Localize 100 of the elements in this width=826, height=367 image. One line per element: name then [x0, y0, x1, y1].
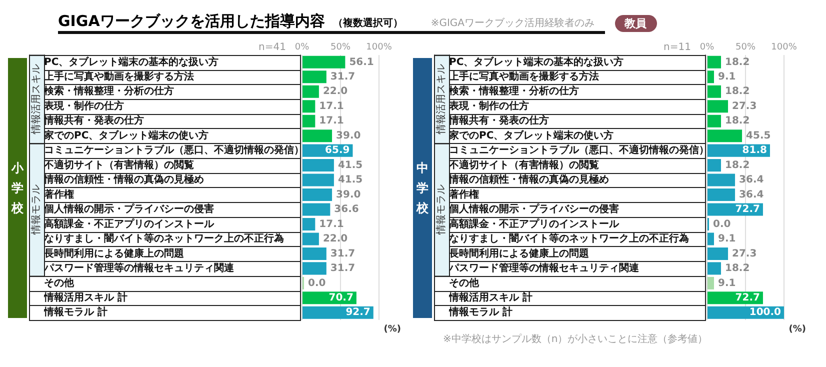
bar — [302, 174, 334, 186]
text: 教員 — [614, 14, 656, 32]
data-label: 36.4 — [739, 189, 764, 200]
bar — [708, 203, 763, 216]
y-axis-title: 中学校 — [416, 160, 429, 217]
data-label: 39.0 — [336, 130, 361, 142]
y-tick-label: 表現・制作の仕方 — [448, 100, 529, 112]
y-tick-label: 個人情報の開示・プライバシーの侵害 — [448, 203, 619, 216]
y-tick-label: なりすまし・闇バイト等のネットワーク上の不正行為 — [449, 232, 689, 245]
y-tick-label: その他 — [44, 276, 75, 289]
y-tick-label: 表現・制作の仕方 — [43, 100, 124, 112]
data-label: 9.1 — [718, 234, 736, 245]
x-tick-label: 100% — [771, 42, 798, 53]
data-label: 0.0 — [713, 218, 731, 230]
bar — [302, 130, 332, 142]
y-axis-title: 小学校 — [11, 160, 24, 217]
data-label: 56.1 — [349, 56, 374, 68]
bar — [302, 159, 334, 172]
data-label: 18.2 — [725, 56, 750, 68]
data-label: 92.7 — [346, 307, 370, 318]
bar — [302, 188, 332, 202]
data-label: 18.2 — [725, 86, 750, 98]
bar — [708, 114, 722, 128]
data-label: 72.7 — [735, 292, 760, 304]
bar — [708, 262, 722, 275]
y-tick-label: PC、タブレット端末の基本的な扱い方 — [44, 56, 219, 68]
bar — [708, 130, 742, 142]
text: 情報活用スキル — [30, 64, 42, 135]
data-label: 36.6 — [334, 204, 359, 216]
x-tick-label: 50% — [735, 42, 756, 53]
y-tick-label: 上手に写真や動画を撮影する方法 — [43, 70, 194, 82]
data-label: 31.7 — [330, 263, 356, 274]
bar — [708, 276, 714, 290]
data-label: 41.5 — [338, 174, 363, 186]
data-label: 18.2 — [725, 116, 750, 127]
text: (%) — [384, 324, 401, 334]
data-label: 100.0 — [749, 307, 782, 318]
bar — [708, 159, 722, 172]
data-label: 9.1 — [718, 71, 736, 82]
bar — [302, 247, 326, 260]
data-label: 22.0 — [322, 86, 348, 98]
y-tick-label: 長時間利用による健康上の問題 — [43, 247, 184, 260]
y-tick-label: 個人情報の開示・プライバシーの侵害 — [43, 203, 214, 216]
data-label: 81.8 — [742, 145, 768, 156]
y-tick-label: 長時間利用による健康上の問題 — [448, 247, 589, 260]
data-label: 31.7 — [330, 71, 356, 82]
data-label: 18.2 — [725, 263, 750, 274]
text: ※GIGAワークブック活用経験者のみ — [430, 16, 594, 30]
data-label: 9.1 — [718, 278, 736, 289]
bar — [302, 218, 316, 230]
data-label: 17.1 — [319, 218, 344, 230]
data-label: 72.7 — [735, 204, 760, 216]
bar — [708, 232, 714, 246]
x-tick-label: 100% — [366, 42, 392, 53]
chart-title: GIGAワークブックを活用した指導内容 — [58, 12, 325, 31]
y-tick-label: なりすまし・闇バイト等のネットワーク上の不正行為 — [44, 232, 284, 245]
bar — [708, 100, 728, 113]
data-label: 39.0 — [336, 189, 361, 200]
bar — [302, 100, 316, 113]
data-label: 36.4 — [739, 174, 764, 186]
bar — [302, 114, 316, 128]
bar — [302, 262, 326, 275]
x-tick-label: 0% — [700, 42, 715, 53]
y-tick-label: PC、タブレット端末の基本的な扱い方 — [449, 56, 624, 68]
bar — [708, 247, 728, 260]
data-label: 22.0 — [322, 234, 348, 245]
bar — [708, 174, 736, 186]
text: n=11 — [664, 42, 691, 53]
data-label: 17.1 — [319, 116, 344, 127]
y-tick-label: その他 — [449, 276, 480, 289]
data-label: 27.3 — [732, 100, 757, 112]
text: ※中学校はサンプル数（n）が小さいことに注意（参考値） — [443, 334, 708, 345]
data-label: 70.7 — [328, 292, 354, 304]
data-label: 17.1 — [319, 100, 344, 112]
text: n=41 — [258, 42, 286, 53]
text: (%) — [788, 324, 806, 334]
data-label: 65.9 — [325, 145, 350, 156]
chart-subtitle: （複数選択可） — [332, 16, 403, 30]
bar — [302, 85, 319, 98]
y-tick-label: 上手に写真や動画を撮影する方法 — [448, 70, 599, 82]
bar — [708, 85, 722, 98]
data-label: 0.0 — [308, 278, 326, 289]
text: 情報モラル — [435, 184, 448, 236]
bar — [708, 188, 736, 202]
text: 情報モラル — [30, 184, 42, 236]
bar — [708, 70, 714, 84]
bar — [708, 56, 722, 68]
x-tick-label: 50% — [330, 42, 351, 53]
data-label: 41.5 — [338, 160, 363, 171]
data-label: 27.3 — [732, 248, 757, 260]
data-label: 45.5 — [746, 130, 771, 142]
bar — [302, 70, 326, 84]
bar — [302, 232, 319, 246]
data-label: 31.7 — [330, 248, 356, 260]
x-tick-label: 0% — [294, 42, 310, 53]
y-tick-label: コミュニケーショントラブル（悪口、不適切情報の発信） — [44, 144, 304, 156]
bar — [302, 203, 330, 216]
text: 情報活用スキル — [435, 64, 448, 135]
bar — [302, 56, 346, 68]
y-tick-label: コミュニケーショントラブル（悪口、不適切情報の発信） — [449, 144, 709, 156]
